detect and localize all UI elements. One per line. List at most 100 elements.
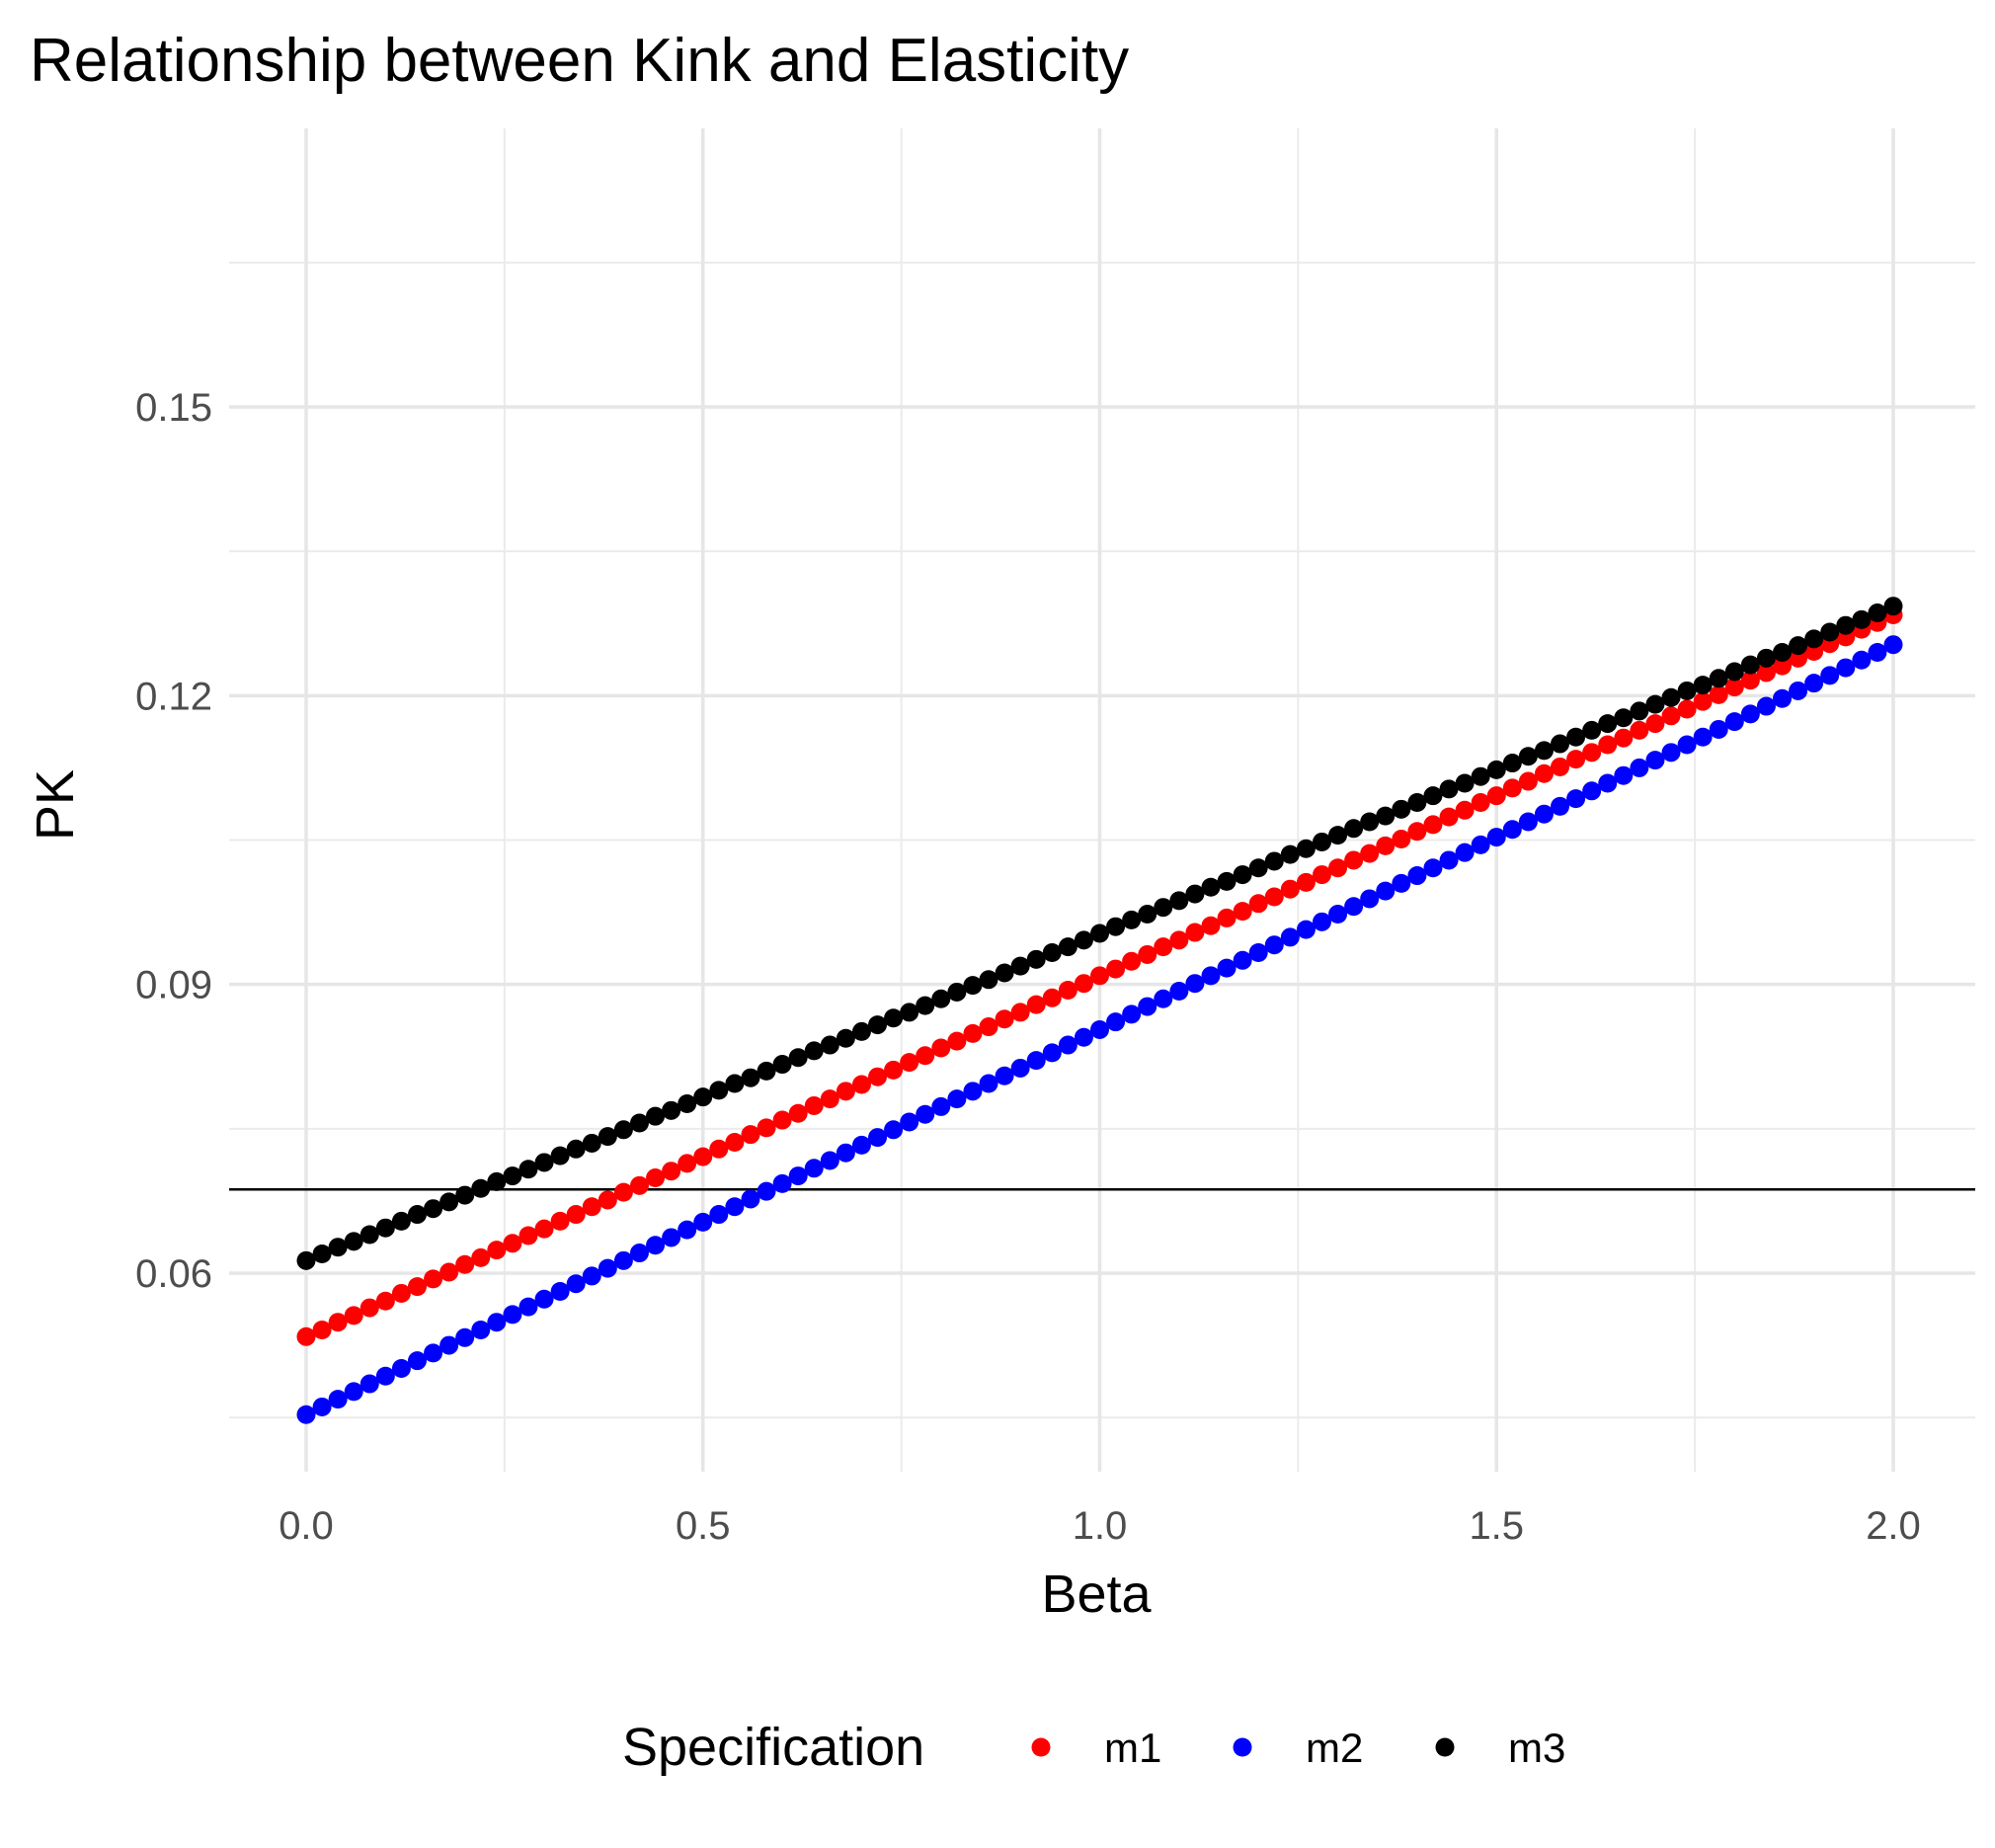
data-point-m3 — [629, 1113, 649, 1133]
data-point-m1 — [613, 1182, 633, 1202]
legend-label-m1: m1 — [1104, 1725, 1161, 1771]
data-point-m1 — [947, 1031, 967, 1051]
data-point-m2 — [1471, 835, 1490, 854]
data-point-m2 — [1661, 743, 1681, 763]
data-point-m3 — [1010, 956, 1030, 976]
data-point-m3 — [931, 989, 951, 1008]
data-point-m3 — [725, 1074, 745, 1093]
data-point-m1 — [455, 1254, 475, 1274]
data-point-m3 — [1439, 779, 1459, 799]
data-point-m1 — [407, 1277, 427, 1297]
data-point-m3 — [1138, 905, 1157, 924]
data-point-m1 — [582, 1197, 601, 1217]
data-point-m1 — [884, 1060, 904, 1080]
data-point-m2 — [1852, 650, 1872, 670]
data-point-m2 — [900, 1112, 919, 1132]
data-point-m3 — [1502, 754, 1522, 773]
data-point-m2 — [1185, 974, 1205, 994]
data-point-m2 — [1551, 796, 1570, 816]
data-point-m1 — [1455, 800, 1475, 820]
x-tick-label: 0.5 — [676, 1504, 731, 1548]
data-point-m2 — [947, 1089, 967, 1109]
legend: Specification m1 m2 m3 — [622, 1718, 1565, 1777]
data-point-m1 — [1138, 944, 1157, 964]
data-point-m2 — [1090, 1019, 1109, 1039]
data-point-m1 — [344, 1306, 363, 1326]
data-point-m1 — [1185, 923, 1205, 942]
data-point-m3 — [534, 1153, 554, 1172]
data-point-m3 — [995, 963, 1014, 983]
data-point-m3 — [566, 1139, 586, 1159]
data-point-m1 — [741, 1125, 760, 1145]
data-point-m2 — [550, 1282, 570, 1302]
data-point-m2 — [1439, 850, 1459, 870]
data-point-m3 — [884, 1008, 904, 1028]
data-point-m1 — [328, 1313, 348, 1332]
data-point-m3 — [1614, 708, 1634, 728]
data-point-m3 — [1264, 851, 1284, 871]
data-point-m1 — [916, 1046, 935, 1066]
data-point-m3 — [1518, 747, 1538, 766]
data-point-m3 — [1836, 615, 1856, 635]
data-point-m1 — [1645, 714, 1665, 734]
points-layer — [296, 597, 1903, 1424]
data-point-m2 — [836, 1143, 855, 1163]
data-point-m2 — [741, 1189, 760, 1209]
data-point-m3 — [1582, 720, 1602, 740]
data-point-m2 — [1836, 658, 1856, 678]
x-tick-label: 1.0 — [1073, 1504, 1128, 1548]
data-point-m2 — [582, 1266, 601, 1286]
data-point-m3 — [1645, 694, 1665, 714]
data-point-m3 — [979, 970, 998, 990]
data-point-m3 — [519, 1160, 538, 1179]
data-point-m1 — [375, 1291, 395, 1311]
data-point-m2 — [1789, 681, 1808, 700]
data-point-m2 — [1248, 943, 1268, 963]
data-point-m2 — [1740, 704, 1760, 724]
data-point-m1 — [1486, 786, 1506, 806]
data-point-m2 — [534, 1289, 554, 1309]
grid-layer — [229, 128, 1975, 1472]
data-point-m2 — [916, 1104, 935, 1124]
data-point-m1 — [693, 1147, 713, 1166]
data-point-m3 — [851, 1021, 871, 1041]
data-point-m3 — [820, 1035, 839, 1055]
data-point-m1 — [534, 1219, 554, 1239]
data-point-m1 — [1296, 872, 1316, 892]
data-point-m3 — [757, 1061, 776, 1081]
data-point-m2 — [1122, 1004, 1142, 1024]
legend-item-m2: m2 — [1233, 1725, 1363, 1771]
data-point-m2 — [407, 1351, 427, 1371]
data-point-m2 — [725, 1197, 745, 1217]
data-point-m2 — [359, 1374, 379, 1394]
data-point-m1 — [1217, 908, 1237, 927]
data-point-m1 — [963, 1023, 983, 1043]
data-point-m2 — [1502, 820, 1522, 840]
data-point-m3 — [550, 1146, 570, 1165]
data-point-m2 — [1677, 735, 1697, 755]
data-point-m3 — [312, 1245, 332, 1264]
data-point-m2 — [1376, 881, 1396, 901]
data-point-m1 — [391, 1283, 411, 1303]
data-point-m2 — [566, 1274, 586, 1294]
data-point-m3 — [788, 1048, 808, 1068]
data-point-m3 — [947, 982, 967, 1002]
data-point-m1 — [1724, 678, 1744, 697]
data-point-m2 — [868, 1128, 888, 1148]
data-point-m3 — [1360, 812, 1380, 832]
data-point-m2 — [487, 1313, 507, 1332]
data-point-m2 — [1773, 688, 1793, 708]
data-point-m3 — [1455, 773, 1475, 793]
data-point-m3 — [678, 1094, 697, 1113]
data-point-m2 — [439, 1335, 459, 1355]
y-tick-label: 0.15 — [135, 386, 212, 430]
data-point-m2 — [693, 1212, 713, 1232]
data-point-m3 — [1773, 642, 1793, 662]
data-point-m3 — [1740, 655, 1760, 675]
data-point-m2 — [1645, 751, 1665, 770]
data-point-m2 — [1106, 1012, 1126, 1032]
data-point-m1 — [1502, 778, 1522, 798]
data-point-m3 — [1233, 865, 1252, 885]
data-point-m3 — [772, 1055, 792, 1075]
